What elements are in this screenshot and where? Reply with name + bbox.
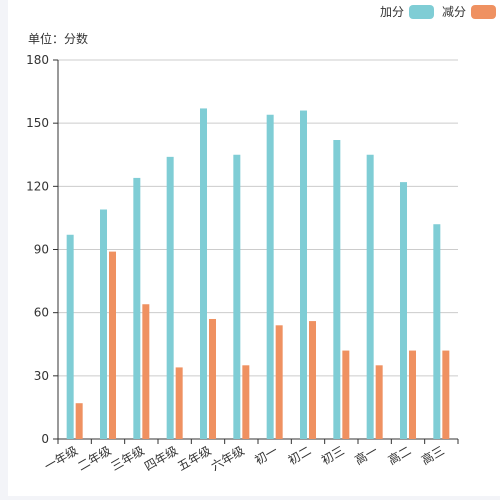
x-tick-label: 四年级 — [142, 443, 180, 473]
bar-add — [433, 224, 441, 439]
legend-swatch-add — [408, 4, 434, 19]
bar-sub — [175, 367, 183, 439]
bar-sub — [75, 403, 83, 439]
y-tick-label: 30 — [34, 369, 49, 383]
x-tick-label: 三年级 — [109, 443, 147, 473]
bar-sub — [109, 251, 116, 439]
bar-sub — [275, 325, 283, 439]
bar-sub — [375, 365, 383, 439]
x-tick-label: 初一 — [252, 443, 280, 467]
bottom-edge-strip — [0, 496, 500, 500]
x-tick-label: 高一 — [352, 443, 380, 468]
chart-legend: 加分 减分 — [372, 3, 496, 20]
y-tick-label: 150 — [26, 116, 49, 130]
x-tick-label: 五年级 — [175, 443, 213, 473]
left-edge-strip — [0, 0, 8, 500]
y-tick-label: 90 — [34, 243, 49, 257]
bar-sub — [342, 350, 350, 439]
bar-add — [233, 154, 241, 439]
bar-sub — [142, 304, 150, 439]
bar-add — [66, 234, 74, 439]
bar-sub — [242, 365, 250, 439]
x-tick-label: 高二 — [385, 443, 413, 468]
bar-add — [333, 140, 341, 439]
x-tick-label: 六年级 — [209, 443, 247, 473]
bar-add — [200, 108, 207, 439]
bar-add — [366, 154, 374, 439]
y-tick-label: 60 — [34, 306, 49, 320]
legend-swatch-sub — [471, 4, 496, 19]
legend-label-add: 加分 — [379, 5, 404, 19]
bar-add — [300, 110, 307, 440]
bar-sub — [409, 350, 416, 439]
x-tick-label: 二年级 — [75, 443, 113, 473]
bar-sub — [309, 321, 316, 439]
bar-add — [266, 114, 274, 439]
legend-label-sub: 减分 — [441, 5, 466, 19]
y-tick-label: 180 — [26, 53, 49, 67]
y-tick-label: 120 — [26, 179, 49, 193]
x-tick-label: 一年级 — [42, 443, 80, 473]
bar-sub — [442, 350, 450, 439]
unit-label: 单位：分数 — [28, 32, 89, 46]
legend-item-sub[interactable]: 减分 — [442, 3, 496, 20]
bar-add — [133, 177, 141, 439]
bar-add — [100, 209, 107, 439]
x-tick-label: 初三 — [319, 443, 347, 467]
bar-sub — [209, 318, 216, 439]
x-tick-label: 初二 — [286, 443, 314, 467]
bar-add — [400, 182, 407, 439]
y-tick-label: 0 — [41, 432, 49, 446]
legend-item-add[interactable]: 加分 — [380, 3, 434, 20]
x-tick-label: 高三 — [419, 443, 447, 468]
bar-add — [166, 156, 174, 439]
